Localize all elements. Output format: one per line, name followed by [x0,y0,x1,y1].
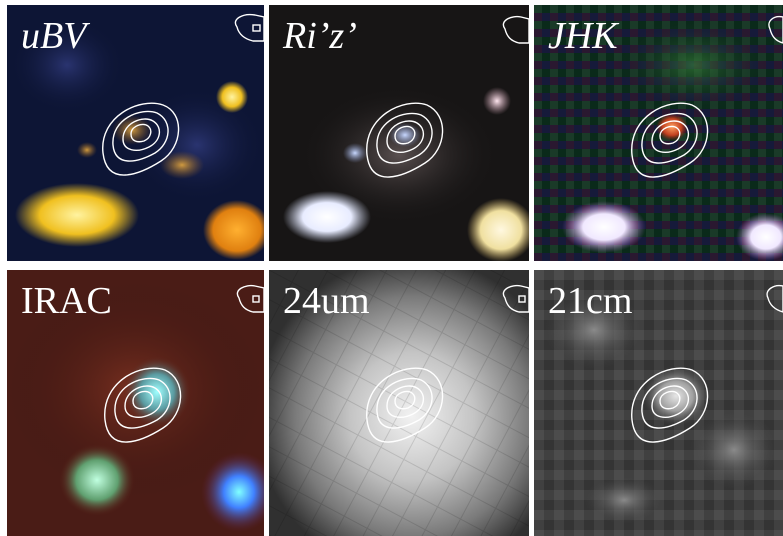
jhk-image [534,5,783,261]
panel-irac: IRAC [7,270,264,536]
panel-24um: 24um [269,270,529,536]
panel-21cm: 21cm [534,270,783,536]
panel-label-21cm: 21cm [548,280,633,322]
irac-image [7,270,264,536]
panel-label-ubv: uBV [21,15,87,57]
panel-jhk: JHK [534,5,783,261]
panel-label-24um: 24um [283,280,370,322]
panel-label-irac: IRAC [21,280,112,322]
24um-image [269,270,529,536]
panel-ubv: uBV [7,5,264,261]
21cm-image [534,270,783,536]
panel-riz: Ri’z’ [269,5,529,261]
panel-label-riz: Ri’z’ [283,15,357,57]
panel-label-jhk: JHK [548,15,618,57]
ubv-image [7,5,264,261]
riz-image [269,5,529,261]
